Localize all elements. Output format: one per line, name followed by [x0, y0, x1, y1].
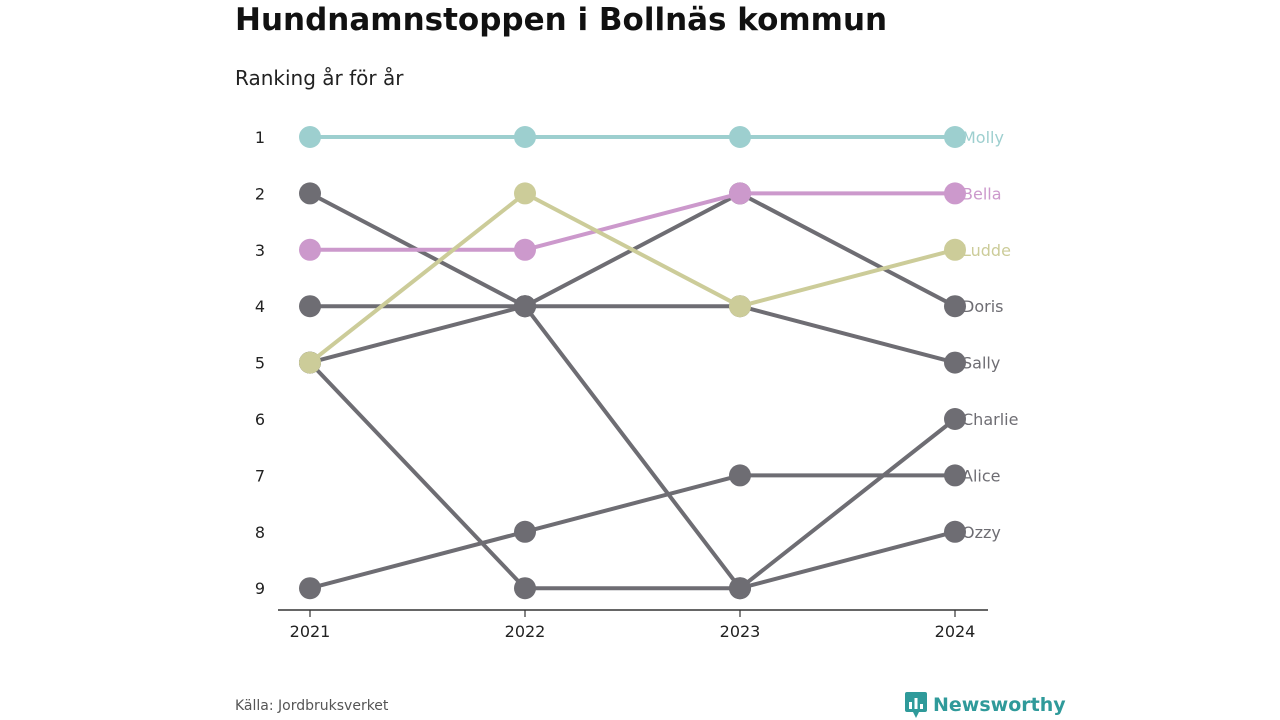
point-molly: [514, 126, 536, 148]
point-alice: [299, 577, 321, 600]
point-ludde: [299, 351, 321, 374]
point-sally: [299, 295, 321, 318]
y-tick-label: 8: [255, 523, 265, 542]
brand-logo: Newsworthy: [905, 692, 1066, 718]
series-line-ozzy: [308, 360, 957, 591]
series-line-alice: [308, 473, 957, 591]
series-label-sally: Sally: [962, 354, 1000, 373]
y-tick-label: 5: [255, 354, 265, 373]
point-bella: [299, 238, 321, 261]
point-alice: [944, 464, 966, 487]
point-molly: [299, 126, 321, 148]
series-label-bella: Bella: [962, 184, 1002, 203]
point-molly: [944, 126, 966, 148]
x-tick-label: 2022: [505, 622, 546, 641]
chart-title: Hundnamnstoppen i Bollnäs kommun: [235, 2, 888, 38]
point-ozzy: [729, 577, 751, 600]
point-bella: [944, 182, 966, 205]
point-alice: [514, 520, 536, 543]
series-label-ozzy: Ozzy: [962, 523, 1001, 542]
point-molly: [729, 126, 751, 148]
point-ludde: [944, 238, 966, 261]
point-sally: [944, 351, 966, 374]
point-doris: [944, 295, 966, 318]
brand-name: Newsworthy: [933, 694, 1066, 716]
series-label-alice: Alice: [962, 466, 1000, 485]
chart-subtitle: Ranking år för år: [235, 66, 404, 90]
y-tick-label: 1: [255, 128, 265, 147]
point-charlie: [514, 295, 536, 318]
series-label-ludde: Ludde: [962, 241, 1011, 260]
series-label-charlie: Charlie: [962, 410, 1018, 429]
point-bella: [729, 182, 751, 205]
series-label-doris: Doris: [962, 297, 1003, 316]
series-line-charlie: [308, 304, 957, 591]
point-ozzy: [944, 520, 966, 543]
point-alice: [729, 464, 751, 487]
point-bella: [514, 238, 536, 261]
x-tick-label: 2023: [720, 622, 761, 641]
point-ludde: [729, 295, 751, 318]
series-line-ludde: [308, 191, 957, 365]
y-tick-label: 6: [255, 410, 265, 429]
series-line-sally: [308, 304, 957, 365]
source-note: Källa: Jordbruksverket: [235, 698, 389, 714]
series-line-bella: [308, 191, 957, 252]
point-ludde: [514, 182, 536, 205]
point-doris: [299, 182, 321, 205]
series-label-molly: Molly: [962, 128, 1004, 147]
x-tick-label: 2024: [935, 622, 976, 641]
point-ozzy: [514, 577, 536, 600]
y-tick-label: 7: [255, 466, 265, 485]
y-tick-label: 2: [255, 184, 265, 203]
point-charlie: [944, 408, 966, 430]
y-tick-label: 4: [255, 297, 265, 316]
x-tick-label: 2021: [290, 622, 331, 641]
y-tick-label: 3: [255, 241, 265, 260]
newsworthy-icon: [905, 692, 927, 718]
y-tick-label: 9: [255, 579, 265, 598]
